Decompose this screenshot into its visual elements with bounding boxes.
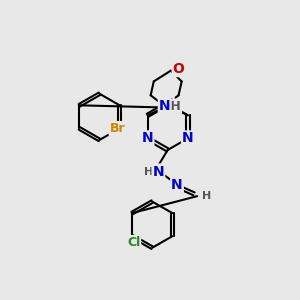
Text: H: H <box>145 167 154 176</box>
Text: N: N <box>153 164 164 178</box>
Text: N: N <box>171 178 183 192</box>
Text: N: N <box>142 131 153 146</box>
Text: O: O <box>172 62 184 76</box>
Text: N: N <box>182 131 194 146</box>
Text: H: H <box>202 191 211 201</box>
Text: NH: NH <box>160 100 181 112</box>
Text: Cl: Cl <box>127 236 140 249</box>
Text: Br: Br <box>110 122 125 135</box>
Text: N: N <box>159 99 170 113</box>
Text: N: N <box>162 97 173 111</box>
